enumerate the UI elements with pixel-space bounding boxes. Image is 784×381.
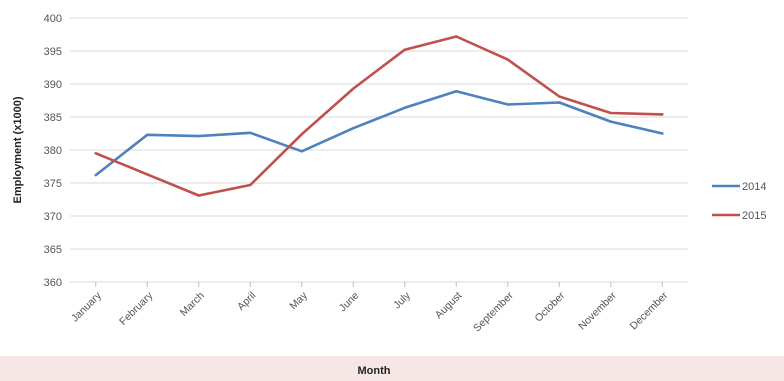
data-point-2015 — [403, 48, 406, 51]
data-point-2015 — [146, 173, 149, 176]
data-point-2014 — [146, 133, 149, 137]
y-tick-label: 385 — [44, 112, 62, 124]
data-point-2014 — [300, 150, 303, 153]
series-line-2014 — [94, 90, 664, 177]
x-tick-label: May — [287, 289, 310, 312]
y-tick-label: 370 — [44, 211, 62, 223]
x-tick-label: April — [235, 290, 258, 313]
data-point-2014 — [506, 103, 509, 106]
x-tick-labels: January February March April May June July Augu… — [69, 282, 671, 334]
data-point-2014 — [352, 127, 355, 130]
x-tick-label: December — [628, 289, 671, 332]
data-point-2014 — [609, 120, 612, 123]
y-tick-label: 400 — [44, 13, 62, 25]
y-tick-label: 390 — [44, 79, 62, 91]
x-tick-label: October — [532, 289, 567, 324]
y-tick-label: 395 — [44, 46, 62, 58]
data-point-2015 — [300, 132, 303, 136]
data-point-2014 — [403, 106, 406, 109]
x-tick-label: September — [471, 289, 516, 334]
data-point-2015 — [94, 152, 97, 155]
y-tick-label: 375 — [44, 178, 62, 190]
legend: 2014 2015 — [712, 181, 766, 222]
x-tick-label: June — [337, 290, 362, 315]
series-line-2015 — [94, 35, 664, 197]
series-lines — [94, 35, 664, 197]
data-point-2014 — [197, 134, 200, 138]
x-tick-label: March — [178, 290, 207, 319]
data-point-2015 — [558, 95, 561, 98]
gridlines — [70, 17, 688, 283]
y-tick-label: 365 — [44, 244, 62, 256]
x-axis-title: Month — [358, 365, 391, 377]
y-tick-labels: 360 365 370 375 380 385 390 395 400 — [44, 13, 62, 289]
bottom-band — [0, 356, 784, 381]
y-axis-title: Employment (x1000) — [12, 96, 24, 203]
data-point-2014 — [558, 101, 561, 104]
data-point-2015 — [661, 113, 664, 116]
data-point-2015 — [197, 194, 200, 197]
x-tick-label: August — [433, 290, 465, 322]
x-tick-label: November — [576, 289, 619, 332]
data-point-2014 — [249, 131, 252, 135]
data-point-2014 — [661, 132, 664, 135]
x-tick-label: January — [69, 289, 104, 324]
data-point-2015 — [249, 183, 252, 187]
x-tick-label: February — [117, 289, 156, 328]
data-point-2015 — [506, 58, 509, 61]
legend-label-2015: 2015 — [742, 210, 766, 222]
x-tick-label: July — [391, 289, 413, 311]
data-point-2015 — [609, 111, 612, 115]
data-point-2014 — [455, 90, 458, 93]
y-tick-label: 380 — [44, 145, 62, 157]
data-point-2015 — [455, 35, 458, 38]
y-tick-label: 360 — [44, 277, 62, 289]
data-point-2015 — [352, 87, 355, 90]
legend-label-2014: 2014 — [742, 181, 766, 193]
data-point-2014 — [94, 173, 97, 177]
